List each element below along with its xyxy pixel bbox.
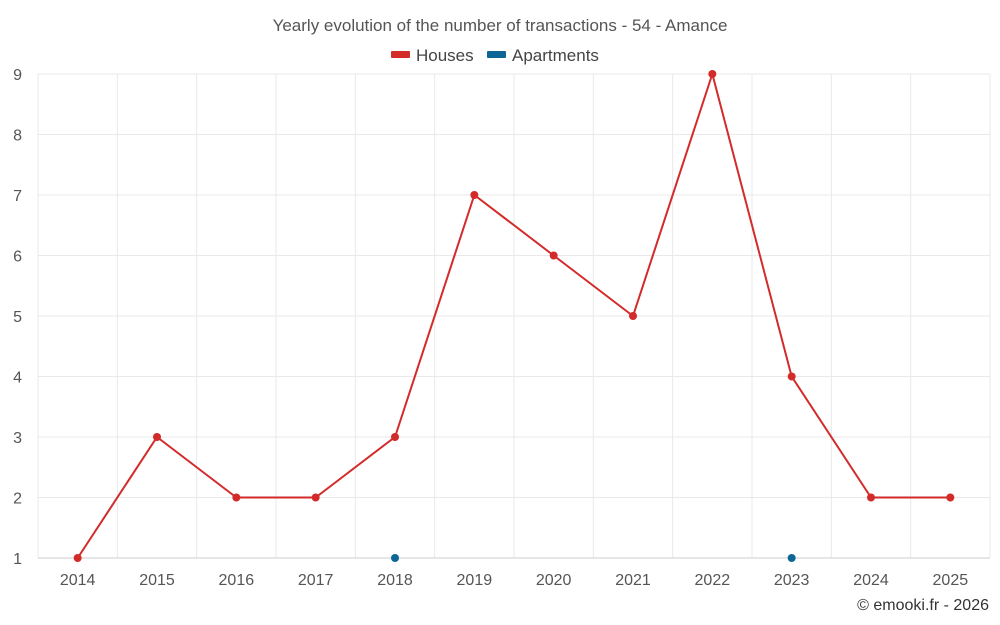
legend-swatch-houses xyxy=(391,51,410,58)
chart-title: Yearly evolution of the number of transa… xyxy=(273,16,728,35)
x-tick-label: 2019 xyxy=(457,572,493,589)
y-tick-label: 6 xyxy=(13,249,22,266)
x-axis: 2014 2015 2016 2017 2018 2019 2020 2021 2022 2023… xyxy=(38,557,990,589)
data-point-houses[interactable] xyxy=(708,70,717,78)
data-point-houses[interactable] xyxy=(232,493,241,502)
credit-text: © emooki.fr - 2026 xyxy=(857,597,989,614)
data-point-houses[interactable] xyxy=(391,433,399,441)
x-tick-label: 2016 xyxy=(219,572,255,589)
data-point-houses[interactable] xyxy=(787,372,796,381)
y-tick-label: 3 xyxy=(13,430,22,447)
x-tick-label: 2023 xyxy=(774,572,810,589)
legend-label-apartments: Apartments xyxy=(512,46,599,65)
y-tick-label: 5 xyxy=(13,309,22,326)
data-point-houses[interactable] xyxy=(629,312,637,320)
legend-item-houses[interactable]: Houses xyxy=(391,46,474,65)
x-tick-label: 2014 xyxy=(60,572,96,589)
y-tick-label: 4 xyxy=(13,370,22,387)
y-tick-label: 7 xyxy=(13,188,22,205)
legend-item-apartments[interactable]: Apartments xyxy=(487,46,599,65)
x-tick-label: 2021 xyxy=(615,572,651,589)
legend-label-houses: Houses xyxy=(416,46,474,65)
series xyxy=(73,70,955,562)
data-point-houses[interactable] xyxy=(311,493,320,502)
x-tick-label: 2024 xyxy=(853,572,889,589)
data-point-houses[interactable] xyxy=(549,251,558,260)
y-tick-label: 9 xyxy=(13,67,22,84)
x-tick-label: 2025 xyxy=(933,572,969,589)
data-point-houses[interactable] xyxy=(946,493,955,502)
x-tick-label: 2020 xyxy=(536,572,572,589)
data-point-houses[interactable] xyxy=(73,554,82,562)
legend-swatch-apartments xyxy=(487,51,506,58)
y-axis: 1 2 3 4 5 6 7 8 9 xyxy=(13,67,22,568)
data-point-apartments[interactable] xyxy=(391,554,399,562)
x-tick-label: 2018 xyxy=(377,572,413,589)
data-point-houses[interactable] xyxy=(153,433,161,441)
data-point-houses[interactable] xyxy=(470,191,479,199)
y-tick-label: 8 xyxy=(13,128,22,145)
x-tick-label: 2017 xyxy=(298,572,334,589)
x-tick-label: 2015 xyxy=(139,572,175,589)
grid xyxy=(37,73,991,558)
x-tick-label: 2022 xyxy=(695,572,731,589)
data-point-apartments[interactable] xyxy=(787,554,796,562)
data-point-houses[interactable] xyxy=(867,493,875,502)
legend: Houses Apartments xyxy=(391,46,599,65)
y-tick-label: 1 xyxy=(13,551,22,568)
y-tick-label: 2 xyxy=(13,491,22,508)
series-line-houses xyxy=(76,73,951,559)
